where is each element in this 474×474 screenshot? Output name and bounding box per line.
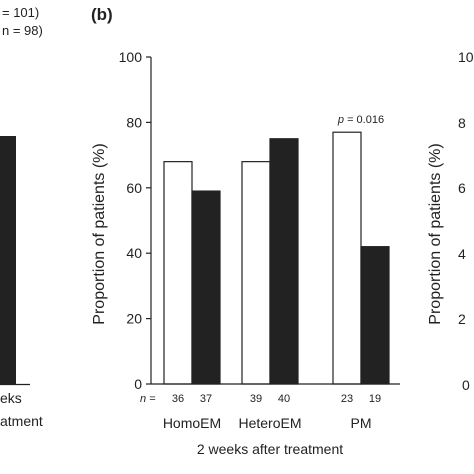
bar-pm-series-2 [360, 246, 390, 385]
right-tick-80: 8 [458, 115, 466, 131]
annotation-p-value: p = 0.016 [337, 114, 384, 126]
right-tick-0: 0 [462, 377, 470, 393]
x-category-homoem: HomoEM [163, 415, 221, 431]
y-axis-title: Proportion of patients (%) [91, 143, 108, 324]
bar-heteroem-series-2 [269, 138, 299, 385]
x-category-pm: PM [351, 415, 372, 431]
bar-heteroem-series-1 [241, 161, 271, 385]
n-count-homoem-series-2: 37 [200, 393, 212, 405]
right-y-axis-title: Proportion of patients (%) [427, 143, 444, 324]
n-count-row: n = 36 37 39 40 23 19 [140, 393, 381, 405]
right-tick-60: 6 [458, 180, 466, 196]
left-xlabel-fragment-2: atment [0, 413, 43, 429]
y-tick-label-60: 60 [126, 180, 142, 196]
n-label: n = [140, 393, 156, 405]
y-tick-label-0: 0 [134, 376, 142, 392]
left-legend-line-2: n = 98) [2, 23, 43, 38]
left-panel-bar [0, 136, 16, 384]
y-tick-label-80: 80 [126, 114, 142, 130]
n-count-pm-series-2: 19 [369, 393, 381, 405]
left-xlabel-fragment-1: eks [0, 390, 22, 406]
x-category-heteroem: HeteroEM [238, 415, 301, 431]
annotations: p = 0.016 [337, 114, 384, 126]
bar-homoem-series-2 [191, 190, 221, 385]
right-tick-40: 4 [458, 246, 466, 262]
left-legend-line-1: = 101) [2, 5, 39, 20]
bar-pm-series-1 [332, 131, 362, 385]
right-panel-fragment: Proportion of patients (%) 10 8 6 4 2 0 [427, 49, 474, 393]
panel-b-label: (b) [91, 5, 113, 24]
right-tick-20: 2 [458, 311, 466, 327]
n-count-pm-series-1: 23 [341, 393, 353, 405]
right-tick-100: 10 [458, 49, 474, 65]
bar-homoem-series-1 [163, 161, 193, 385]
n-count-heteroem-series-2: 40 [278, 393, 290, 405]
bar-group [151, 131, 400, 385]
n-count-heteroem-series-1: 39 [250, 393, 262, 405]
n-count-homoem-series-1: 36 [172, 393, 184, 405]
left-panel-fragment: = 101) n = 98) eks atment [0, 5, 43, 429]
y-axis: 0 20 40 60 80 100 [119, 49, 152, 392]
x-axis-title: 2 weeks after treatment [197, 441, 343, 457]
y-tick-label-40: 40 [126, 245, 142, 261]
y-tick-label-20: 20 [126, 311, 142, 327]
y-tick-label-100: 100 [119, 49, 143, 65]
x-category-labels: HomoEM HeteroEM PM [163, 415, 372, 431]
